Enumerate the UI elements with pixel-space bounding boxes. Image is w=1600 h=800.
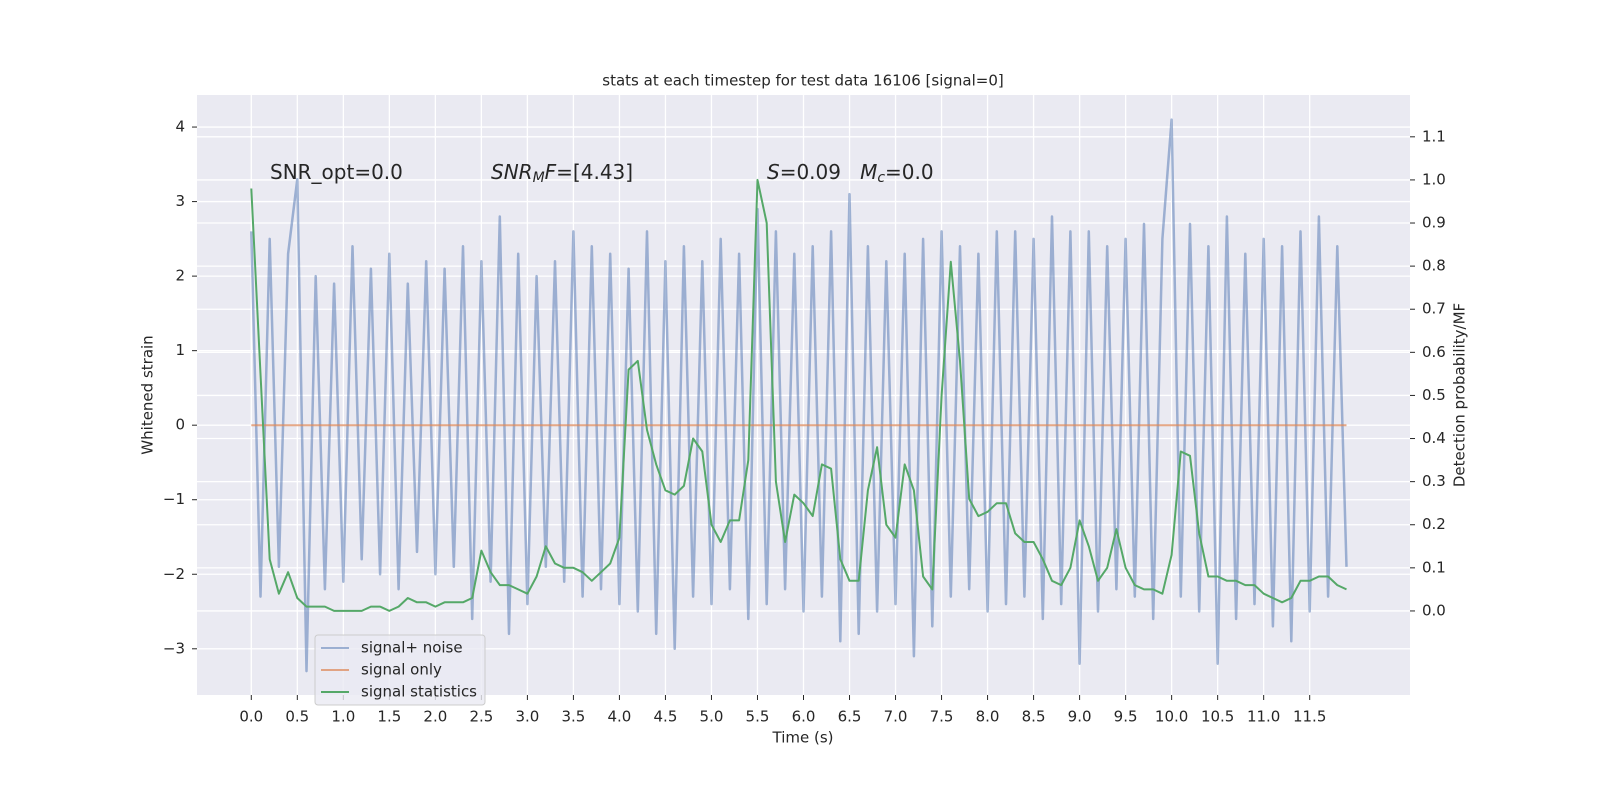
x-tick-label: 3.5 bbox=[561, 708, 585, 726]
annotation-part: =[4.43] bbox=[556, 160, 633, 184]
y-tick-label: 3 bbox=[175, 192, 185, 210]
annotation-part: M bbox=[860, 160, 877, 184]
y-tick-label: −1 bbox=[163, 490, 185, 508]
y-tick-label: −2 bbox=[163, 565, 185, 583]
y-tick-label: −3 bbox=[163, 639, 185, 657]
x-tick-label: 5.0 bbox=[700, 708, 724, 726]
y2-tick-label: 0.3 bbox=[1422, 472, 1446, 490]
annotation: SNRMF=[4.43] bbox=[491, 160, 633, 187]
x-tick-label: 1.0 bbox=[331, 708, 355, 726]
series-line bbox=[250, 178, 1347, 612]
x-tick-label: 4.0 bbox=[608, 708, 632, 726]
y2-tick-label: 0.4 bbox=[1422, 429, 1446, 447]
y-axis-label: Whitened strain bbox=[139, 335, 157, 454]
y2-tick-label: 0.2 bbox=[1422, 515, 1446, 533]
x-tick-label: 11.5 bbox=[1293, 708, 1326, 726]
x-tick-label: 0.5 bbox=[285, 708, 309, 726]
x-tick-label: 4.5 bbox=[654, 708, 678, 726]
x-tick-label: 7.0 bbox=[884, 708, 908, 726]
legend-label: signal statistics bbox=[361, 683, 477, 701]
y2-tick-label: 0.7 bbox=[1422, 300, 1446, 318]
x-tick-label: 6.0 bbox=[792, 708, 816, 726]
x-tick-label: 0.0 bbox=[239, 708, 263, 726]
y-tick-label: 2 bbox=[175, 267, 185, 285]
x-tick-label: 8.5 bbox=[1022, 708, 1046, 726]
annotation-part: S bbox=[767, 160, 780, 184]
annotation-part: F bbox=[545, 160, 557, 184]
annotation-part: =0.09 bbox=[780, 160, 860, 184]
y-tick-label: 4 bbox=[175, 118, 185, 136]
x-tick-label: 10.5 bbox=[1201, 708, 1234, 726]
annotation-part: SNR bbox=[491, 160, 533, 184]
annotation: SNR_opt=0.0 bbox=[270, 160, 403, 184]
x-tick-label: 7.5 bbox=[930, 708, 954, 726]
annotation-part: M bbox=[533, 170, 545, 186]
y-tick-label: 0 bbox=[175, 416, 185, 434]
y-tick-label: 1 bbox=[175, 341, 185, 359]
y2-tick-label: 1.0 bbox=[1422, 170, 1446, 188]
legend-label: signal+ noise bbox=[361, 639, 463, 657]
legend-label: signal only bbox=[361, 661, 442, 679]
x-tick-label: 3.0 bbox=[515, 708, 539, 726]
y2-tick-label: 0.5 bbox=[1422, 386, 1446, 404]
y2-tick-label: 0.1 bbox=[1422, 558, 1446, 576]
x-tick-label: 9.5 bbox=[1114, 708, 1138, 726]
y2-tick-label: 0.8 bbox=[1422, 257, 1446, 275]
annotation-part: SNR_opt=0.0 bbox=[270, 160, 403, 184]
x-tick-label: 6.5 bbox=[838, 708, 862, 726]
y2-tick-label: 1.1 bbox=[1422, 127, 1446, 145]
y2-tick-label: 0.0 bbox=[1422, 601, 1446, 619]
x-tick-label: 8.0 bbox=[976, 708, 1000, 726]
x-tick-label: 2.0 bbox=[423, 708, 447, 726]
y2-axis-label: Detection probability/MF bbox=[1451, 303, 1469, 487]
x-tick-label: 9.0 bbox=[1068, 708, 1092, 726]
x-tick-label: 5.5 bbox=[746, 708, 770, 726]
x-axis-label: Time (s) bbox=[772, 729, 834, 747]
x-tick-label: 10.0 bbox=[1155, 708, 1188, 726]
annotation-part: =0.0 bbox=[885, 160, 934, 184]
series-line bbox=[250, 118, 1348, 673]
x-tick-label: 11.0 bbox=[1247, 708, 1280, 726]
y2-tick-label: 0.9 bbox=[1422, 214, 1446, 232]
x-tick-label: 2.5 bbox=[469, 708, 493, 726]
y2-tick-label: 0.6 bbox=[1422, 343, 1446, 361]
x-tick-label: 1.5 bbox=[377, 708, 401, 726]
legend-box bbox=[314, 634, 486, 706]
chart-title: stats at each timestep for test data 161… bbox=[602, 72, 1003, 90]
annotation: S=0.09 Mc=0.0 bbox=[767, 160, 934, 187]
annotation-part: c bbox=[877, 170, 885, 186]
